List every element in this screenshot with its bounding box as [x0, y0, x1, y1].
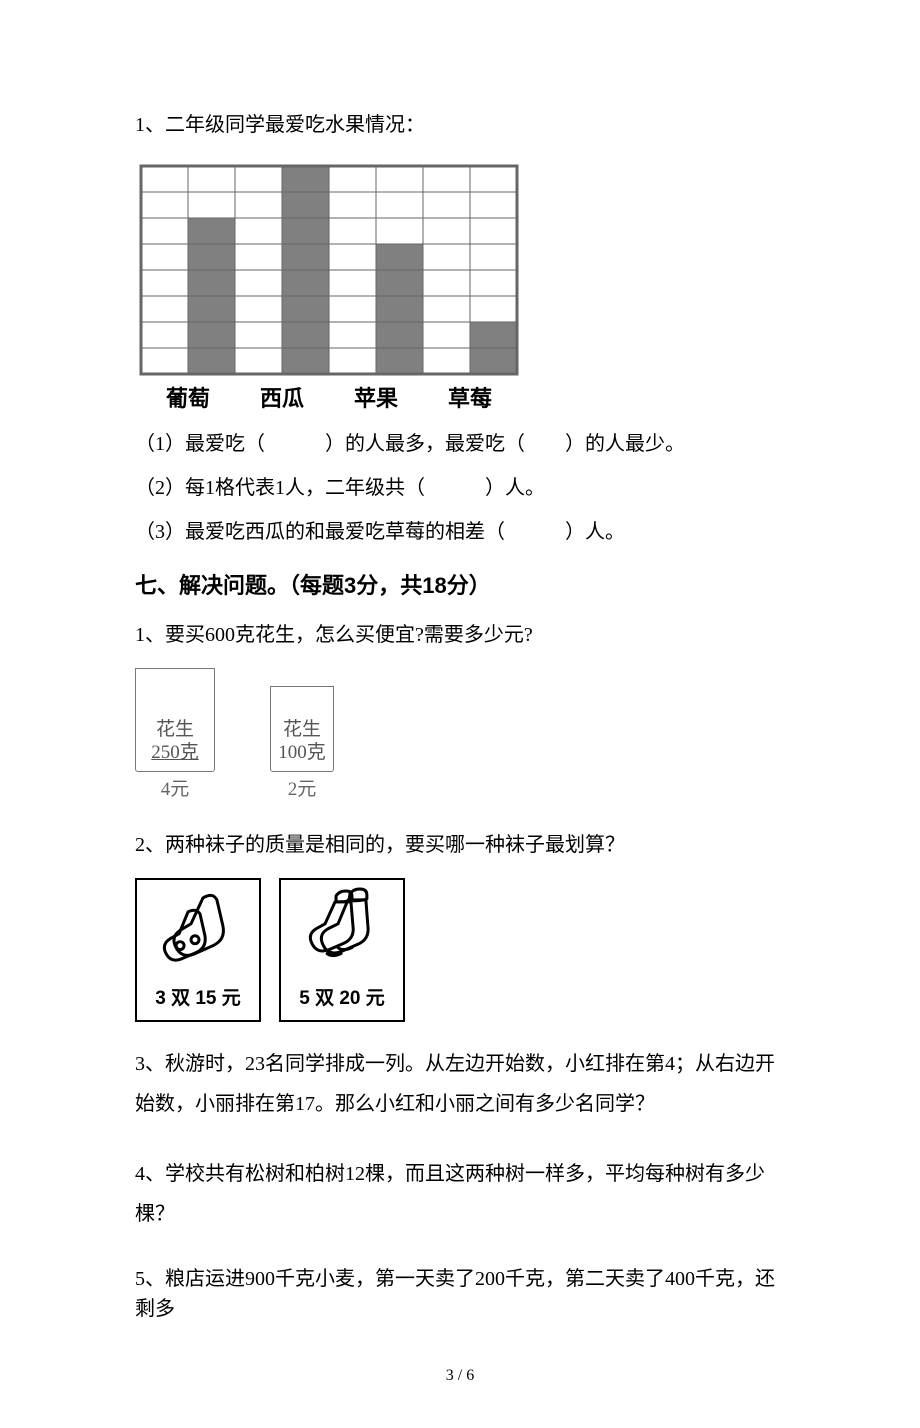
q1-sub3: （3）最爱吃西瓜的和最爱吃草莓的相差（ ）人。 [135, 517, 785, 547]
sock-box-a: 3 双 15 元 [135, 878, 261, 1022]
bar-chart-x-labels: 葡萄西瓜苹果草莓 [141, 382, 517, 415]
bag-big-price: 4元 [161, 776, 190, 805]
page-number: 3 / 6 [135, 1364, 785, 1388]
section-7-heading: 七、解决问题。（每题3分，共18分） [135, 569, 785, 602]
bar-chart-svg [135, 160, 523, 380]
q1-sub2: （2）每1格代表1人，二年级共（ ）人。 [135, 473, 785, 503]
p3-line: 3、秋游时，23名同学排成一列。从左边开始数，小红排在第4；从右边开始数，小丽排… [135, 1044, 785, 1124]
bar-chart: 葡萄西瓜苹果草莓 [135, 160, 785, 415]
q1-intro: 1、二年级同学最爱吃水果情况： [135, 110, 785, 140]
socks-a-icon [137, 880, 259, 980]
p5-line: 5、粮店运进900千克小麦，第一天卖了200千克，第二天卖了400千克，还剩多 [135, 1264, 785, 1324]
bag-small-weight: 100克 [278, 742, 326, 765]
p2-line: 2、两种袜子的质量是相同的，要买哪一种袜子最划算？ [135, 830, 785, 860]
sock-b-label: 5 双 20 元 [299, 979, 385, 1020]
socks-b-icon [281, 880, 403, 980]
chart-category-label: 苹果 [329, 382, 423, 415]
socks-row: 3 双 15 元 5 双 20 元 [135, 878, 785, 1022]
bag-small: 花生 100克 [270, 686, 334, 772]
sock-box-b: 5 双 20 元 [279, 878, 405, 1022]
bag-small-price: 2元 [288, 776, 317, 805]
bag-big: 花生 250克 [135, 668, 215, 772]
chart-category-label: 西瓜 [235, 382, 329, 415]
q1-sub1: （1）最爱吃（ ）的人最多，最爱吃（ ）的人最少。 [135, 429, 785, 459]
bag-big-name: 花生 [156, 719, 194, 742]
chart-category-label: 草莓 [423, 382, 517, 415]
chart-category-label: 葡萄 [141, 382, 235, 415]
peanut-bags: 花生 250克 4元 花生 100克 2元 [135, 668, 785, 805]
p4-line: 4、学校共有松树和柏树12棵，而且这两种树一样多，平均每种树有多少棵？ [135, 1154, 785, 1234]
bag-small-name: 花生 [283, 719, 321, 742]
bag-small-wrap: 花生 100克 2元 [270, 686, 334, 805]
p1-line: 1、要买600克花生，怎么买便宜?需要多少元? [135, 620, 785, 650]
bag-big-weight: 250克 [151, 742, 199, 765]
bag-big-wrap: 花生 250克 4元 [135, 668, 215, 805]
sock-a-label: 3 双 15 元 [155, 979, 241, 1020]
